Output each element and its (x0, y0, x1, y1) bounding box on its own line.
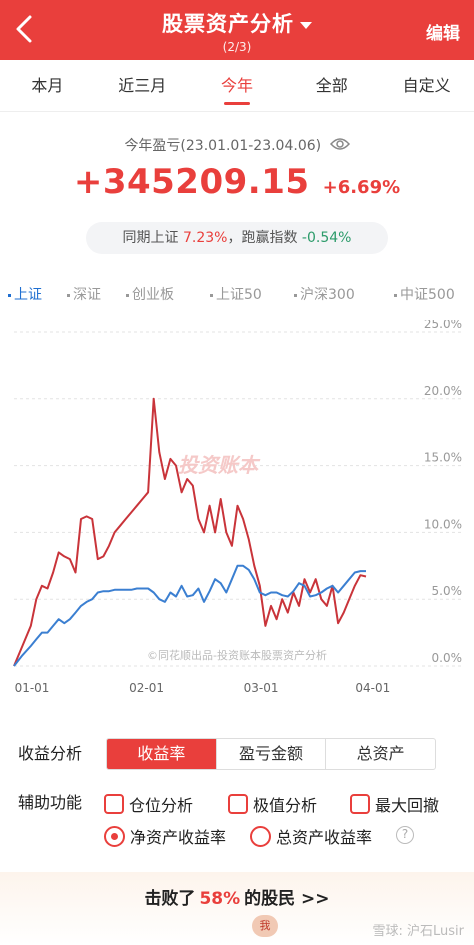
option-label: 仓位分析 (129, 796, 194, 815)
profit-summary: +345209.15 +6.69% (0, 162, 474, 202)
series-line-0 (13, 397, 367, 667)
net-asset-return-radio[interactable] (104, 825, 125, 847)
y-tick-label: 5.0% (432, 584, 463, 598)
beat-suffix: 的股民 >> (244, 889, 330, 909)
y-tick-label: 15.0% (424, 451, 462, 465)
seg-return-rate[interactable]: 收益率 (107, 739, 216, 769)
beat-prefix: 击败了 (144, 889, 196, 909)
aux-label: 辅助功能 (18, 793, 83, 812)
index-label: 上证 (14, 287, 42, 303)
max-drawdown-checkbox[interactable] (350, 794, 370, 814)
tab-this-year[interactable]: 今年 (190, 60, 285, 111)
index-label: 深证 (73, 287, 101, 303)
analysis-segmented-control: 收益率 盈亏金额 总资产 (106, 738, 436, 770)
x-tick-label: 04-01 (355, 681, 390, 695)
max-drawdown-option[interactable]: 最大回撤 (350, 792, 439, 816)
option-label: 总资产收益率 (276, 828, 373, 847)
index-label: 上证50 (216, 287, 262, 303)
net-asset-return-option[interactable]: 净资产收益率 (104, 824, 226, 848)
x-tick-label: 02-01 (129, 681, 164, 695)
chart-footnote: ©同花顺出品-投资账本股票资产分析 (147, 648, 327, 662)
x-tick-label: 03-01 (244, 681, 279, 695)
total-asset-return-radio[interactable] (250, 825, 271, 847)
aux-row-radios: 净资产收益率 总资产收益率 ? (0, 820, 474, 850)
index-cyb[interactable]: 创业板 (126, 284, 174, 304)
option-label: 最大回撤 (375, 796, 440, 815)
y-tick-label: 10.0% (424, 517, 462, 531)
extreme-analysis-option[interactable]: 极值分析 (228, 792, 317, 816)
title-block[interactable]: 股票资产分析 (2/3) (0, 8, 474, 54)
compare-prefix: 同期上证 (122, 230, 179, 246)
tab-three-months[interactable]: 近三月 (118, 76, 167, 95)
y-tick-label: 20.0% (424, 384, 462, 398)
help-option[interactable]: ? (396, 826, 414, 844)
index-selector: 上证 深证 创业板 上证50 沪深300 中证500 (0, 284, 474, 310)
watermark-text: 雪球: 沪石Lusir (372, 924, 465, 939)
profit-percent: +6.69% (322, 177, 401, 198)
series-line-1 (13, 564, 366, 667)
compare-diff: -0.54% (301, 230, 352, 246)
tab-custom[interactable]: 自定义 (402, 76, 451, 95)
period-tabs: 本月 近三月 今年 全部 自定义 (0, 60, 474, 112)
analysis-row: 收益分析 收益率 盈亏金额 总资产 (0, 738, 474, 770)
compare-mid: ，跑赢指数 (227, 230, 298, 246)
seg-profit-amount[interactable]: 盈亏金额 (215, 739, 326, 769)
total-asset-return-option[interactable]: 总资产收益率 (250, 824, 372, 848)
option-label: 净资产收益率 (130, 828, 227, 847)
period-text: 今年盈亏(23.01.01-23.04.06) (124, 138, 322, 154)
extreme-analysis-checkbox[interactable] (228, 794, 248, 814)
index-sh[interactable]: 上证 (8, 284, 42, 304)
compare-index-pct: 7.23% (182, 230, 228, 246)
eye-icon[interactable] (329, 137, 350, 155)
x-tick-label: 01-01 (15, 681, 50, 695)
option-label: 极值分析 (253, 796, 318, 815)
tab-month[interactable]: 本月 (31, 76, 64, 95)
y-tick-label: 25.0% (424, 320, 462, 331)
period-label: 今年盈亏(23.01.01-23.04.06) (0, 135, 474, 155)
app-header: 股票资产分析 (2/3) 编辑 (0, 0, 474, 60)
edit-button[interactable]: 编辑 (426, 24, 460, 44)
index-sz50[interactable]: 上证50 (210, 284, 262, 304)
dropdown-caret-icon (300, 21, 312, 29)
y-tick-label: 0.0% (432, 651, 463, 665)
index-zz500[interactable]: 中证500 (394, 284, 455, 304)
index-hs300[interactable]: 沪深300 (294, 284, 355, 304)
chart-watermark-logo: 投资账本 (178, 453, 261, 477)
position-analysis-option[interactable]: 仓位分析 (104, 792, 193, 816)
return-chart: 0.0% 5.0% 10.0% 15.0% 20.0% 25.0% 投资账本 ©同花顺出品-投… (13, 320, 463, 695)
index-compare-pill: 同期上证 7.23%，跑赢指数 -0.54% (86, 222, 388, 254)
beat-text[interactable]: 击败了 58% 的股民 >> (0, 884, 474, 909)
seg-total-assets[interactable]: 总资产 (325, 739, 435, 769)
back-button[interactable] (10, 12, 40, 46)
page-title-text: 股票资产分析 (162, 12, 294, 36)
index-label: 沪深300 (300, 287, 355, 303)
analysis-label: 收益分析 (18, 744, 83, 763)
beat-percent: 58% (199, 889, 241, 909)
index-label: 中证500 (400, 287, 455, 303)
position-analysis-checkbox[interactable] (104, 794, 124, 814)
me-badge: 我 (252, 915, 278, 937)
page-title[interactable]: 股票资产分析 (162, 8, 312, 38)
index-label: 创业板 (132, 287, 174, 303)
help-icon[interactable]: ? (396, 826, 414, 844)
profit-amount: +345209.15 (73, 162, 310, 202)
aux-row-checkboxes: 辅助功能 仓位分析 极值分析 最大回撤 (0, 788, 474, 818)
back-arrow-icon (16, 15, 32, 43)
page-indicator: (2/3) (222, 40, 252, 54)
beat-banner[interactable]: 击败了 58% 的股民 >> (0, 872, 474, 945)
tab-all[interactable]: 全部 (315, 76, 348, 95)
index-sz[interactable]: 深证 (67, 284, 101, 304)
